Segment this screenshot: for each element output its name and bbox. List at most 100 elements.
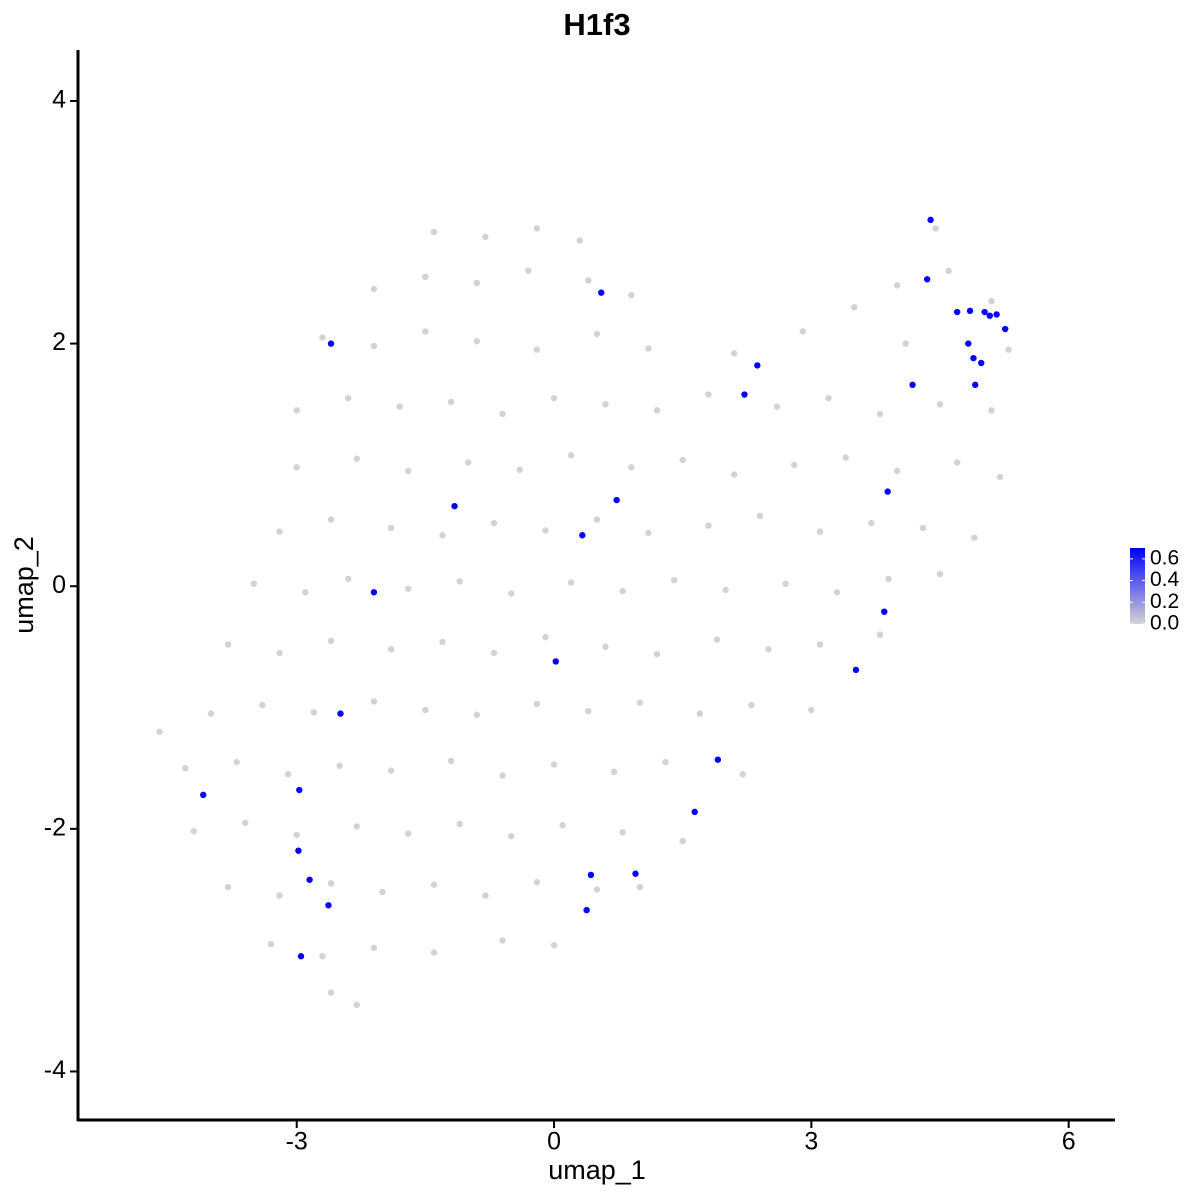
point — [966, 307, 974, 315]
point — [293, 407, 300, 414]
point — [267, 940, 275, 948]
point — [284, 771, 292, 778]
point — [499, 410, 506, 418]
point — [293, 464, 300, 471]
colorbar-label: 0.6 — [1150, 546, 1179, 569]
point — [550, 942, 558, 949]
point — [628, 291, 635, 299]
point — [353, 455, 360, 463]
point — [533, 225, 541, 232]
point — [259, 701, 266, 709]
point — [619, 829, 626, 836]
point — [533, 346, 541, 353]
point — [705, 522, 712, 529]
point — [310, 709, 318, 716]
point — [250, 580, 258, 587]
point — [852, 666, 860, 674]
colorbar-label: 0.0 — [1150, 612, 1179, 635]
point — [714, 756, 722, 763]
point — [653, 407, 661, 414]
point — [200, 791, 207, 799]
x-tick-label: 0 — [547, 1128, 561, 1156]
point — [791, 461, 798, 469]
point — [422, 706, 429, 714]
point — [653, 650, 661, 658]
point — [370, 285, 378, 293]
point — [302, 589, 309, 596]
point — [379, 888, 386, 896]
point — [525, 267, 532, 274]
point — [583, 906, 590, 914]
point — [825, 394, 832, 402]
point — [422, 328, 429, 335]
point — [370, 698, 378, 705]
y-tick-label: -2 — [44, 813, 66, 841]
point — [559, 822, 566, 829]
point — [981, 308, 988, 316]
point — [730, 471, 738, 478]
point — [370, 342, 378, 350]
point — [670, 576, 678, 584]
point — [691, 808, 698, 816]
point — [430, 228, 438, 236]
point — [567, 451, 575, 459]
point — [482, 233, 489, 241]
point — [923, 276, 931, 283]
point — [344, 575, 352, 583]
point — [636, 699, 644, 706]
point — [885, 575, 892, 583]
point — [405, 830, 412, 837]
y-tick-label: -4 — [44, 1056, 66, 1084]
point — [988, 407, 995, 414]
point — [327, 880, 335, 887]
point — [482, 892, 489, 899]
point — [550, 761, 558, 768]
point — [319, 953, 326, 960]
point — [207, 710, 215, 717]
point — [224, 641, 232, 648]
point — [533, 879, 541, 886]
point — [893, 282, 901, 289]
point — [327, 989, 335, 996]
colorbar-label: 0.2 — [1150, 590, 1179, 613]
point — [936, 401, 944, 408]
point — [447, 757, 455, 765]
point — [306, 876, 313, 883]
point — [387, 646, 395, 653]
point — [602, 401, 609, 408]
point — [542, 633, 549, 641]
point — [344, 394, 352, 402]
point — [953, 308, 961, 316]
point — [224, 883, 232, 891]
point — [336, 762, 343, 769]
point — [977, 359, 985, 367]
point — [739, 771, 746, 778]
point — [679, 456, 686, 464]
y-axis-title: umap_2 — [9, 536, 39, 634]
point — [593, 886, 601, 893]
point — [953, 459, 961, 466]
point — [893, 467, 901, 475]
point — [327, 516, 335, 523]
point — [645, 345, 652, 352]
point — [576, 237, 583, 244]
point — [632, 870, 639, 877]
point — [613, 496, 620, 504]
point — [353, 1001, 360, 1008]
point — [542, 527, 549, 534]
point — [945, 267, 952, 274]
x-tick-label: -3 — [286, 1128, 308, 1156]
point — [337, 710, 344, 717]
point — [293, 831, 300, 839]
point — [936, 570, 944, 578]
point — [370, 944, 378, 951]
point — [552, 658, 559, 665]
colorbar — [1130, 548, 1145, 624]
point — [619, 587, 626, 595]
point — [1005, 346, 1012, 353]
point — [507, 590, 515, 597]
point — [439, 532, 446, 539]
point — [490, 649, 498, 657]
point — [327, 340, 335, 347]
